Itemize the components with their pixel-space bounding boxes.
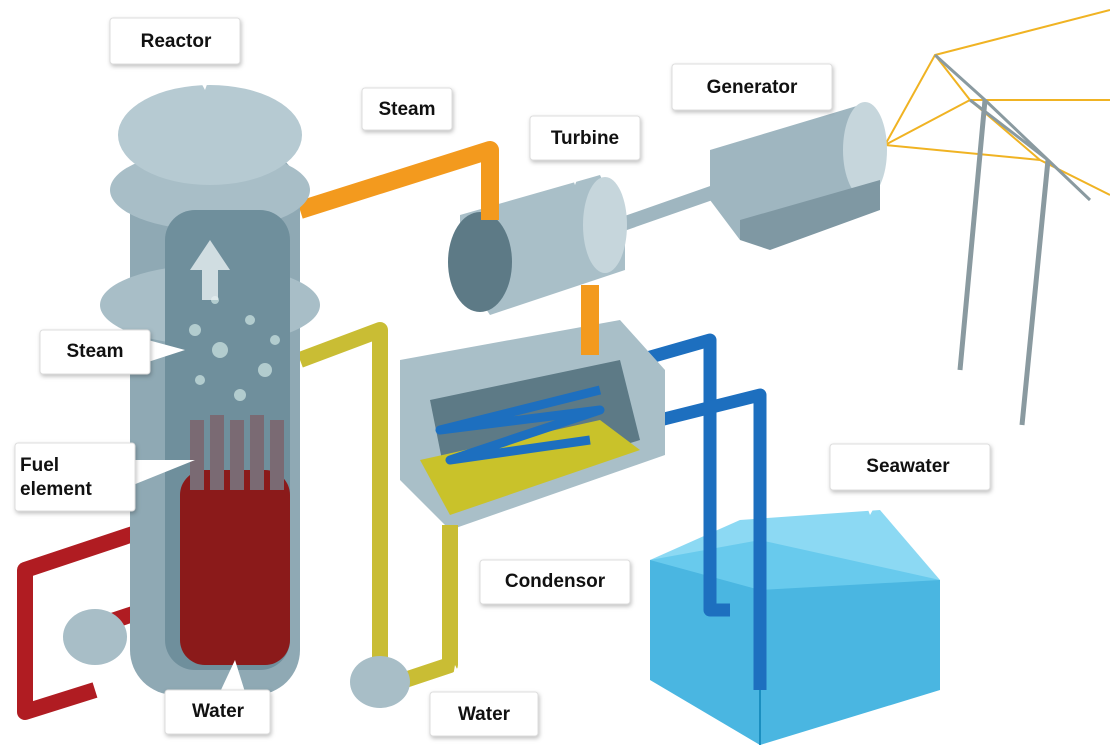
water-pump-label: Water bbox=[430, 665, 538, 736]
label: Seawater bbox=[866, 456, 950, 477]
steam-top-label: Steam bbox=[362, 88, 452, 145]
turbine-end bbox=[583, 177, 627, 273]
pointer bbox=[420, 128, 440, 145]
feedwater-pipe bbox=[390, 525, 450, 685]
shaft bbox=[620, 190, 720, 225]
pump bbox=[350, 656, 410, 708]
label: Turbine bbox=[551, 128, 619, 149]
label-box bbox=[15, 443, 135, 511]
generator-end bbox=[843, 102, 887, 198]
pointer bbox=[770, 108, 790, 125]
pylons bbox=[935, 55, 1090, 425]
primary-pipes bbox=[25, 530, 145, 712]
label: Water bbox=[192, 701, 245, 722]
condenser bbox=[400, 320, 665, 530]
label: Reactor bbox=[141, 31, 212, 52]
reactor-label: Reactor bbox=[110, 18, 240, 90]
label: Steam bbox=[378, 99, 435, 120]
condensor-label: Condensor bbox=[480, 535, 630, 604]
label: element bbox=[20, 479, 92, 500]
label: Water bbox=[458, 704, 511, 725]
label: Generator bbox=[707, 77, 798, 98]
seawater-label: Seawater bbox=[830, 444, 990, 515]
generator bbox=[620, 102, 887, 250]
turbine-label: Turbine bbox=[530, 116, 640, 185]
pointer bbox=[500, 535, 525, 562]
feedwater-pipe bbox=[300, 330, 380, 660]
label: Steam bbox=[66, 341, 123, 362]
generator-label: Generator bbox=[672, 64, 832, 125]
pylon-arm bbox=[935, 55, 1090, 200]
steam-pipe bbox=[300, 150, 490, 220]
pump bbox=[63, 609, 127, 665]
power-plant-diagram: Reactor Steam Generator Turbine Steam Fu… bbox=[0, 0, 1110, 747]
turbine-window bbox=[448, 212, 512, 312]
reactor-water bbox=[180, 470, 290, 665]
label: Condensor bbox=[505, 571, 606, 592]
reactor bbox=[100, 85, 320, 695]
seawater-basin bbox=[650, 510, 940, 745]
label: Fuel bbox=[20, 455, 59, 476]
power-cable bbox=[885, 10, 1110, 195]
power-lines bbox=[885, 10, 1110, 195]
reactor-cap bbox=[118, 85, 302, 185]
